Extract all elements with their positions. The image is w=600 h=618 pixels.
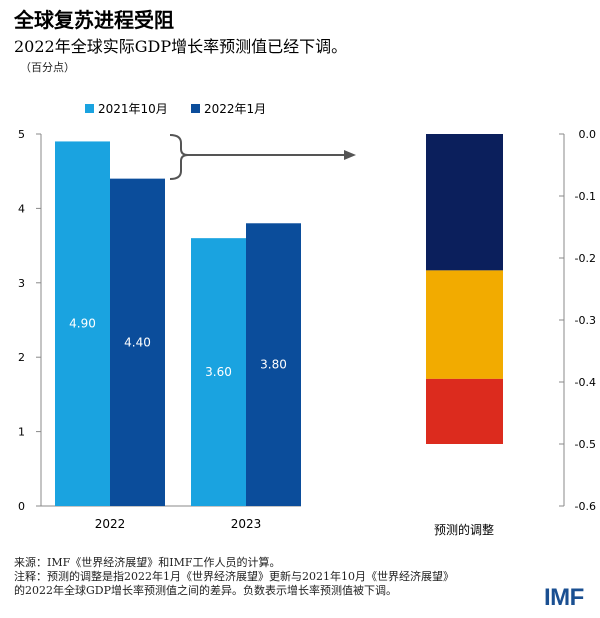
legend-label: 2022年1月 — [204, 102, 266, 116]
right-y-tick-label: -0.2 — [575, 252, 596, 265]
bar-2022-series-2 — [110, 178, 165, 506]
left-x-tick-label: 2022 — [95, 517, 126, 531]
legend: 2021年10月 2022年1月 — [85, 102, 266, 116]
arrow-head — [344, 150, 356, 160]
chart-subtitle: 2022年全球实际GDP增长率预测值已经下调。 — [14, 37, 348, 56]
bar-2023-series-1 — [191, 238, 246, 506]
right-y-tick-label: -0.3 — [575, 314, 596, 327]
right-y-tick-label: -0.1 — [575, 190, 596, 203]
bar-value-label: 4.90 — [69, 317, 96, 331]
connector-arrow — [169, 134, 356, 180]
legend-label: 2021年10月 — [98, 102, 168, 116]
bar-2022-series-1 — [55, 141, 110, 506]
right-y-tick-label: -0.6 — [575, 500, 596, 513]
left-bar-labels: 4.90 4.40 3.60 3.80 — [69, 317, 287, 379]
legend-swatch — [191, 104, 200, 113]
imf-logo: IMF — [544, 584, 584, 611]
legend-swatch — [85, 104, 94, 113]
bar-value-label: 3.80 — [260, 358, 287, 372]
source-note: 来源：IMF《世界经济展望》和IMF工作人员的计算。 — [14, 556, 281, 569]
left-x-ticks: 2022 2023 — [95, 517, 262, 531]
chart-title: 全球复苏进程受阻 — [14, 8, 174, 32]
bar-value-label: 4.40 — [124, 335, 151, 349]
adjustment-segment-3 — [426, 378, 503, 444]
footer: 来源：IMF《世界经济展望》和IMF工作人员的计算。 注释：预测的调整是指202… — [14, 556, 544, 598]
right-y-tick-label: 0.0 — [579, 128, 597, 141]
note-line-1: 注释：预测的调整是指2022年1月《世界经济展望》更新与2021年10月《世界经… — [14, 570, 454, 583]
brace-shape — [169, 134, 189, 180]
left-y-tick-label: 2 — [18, 351, 25, 364]
left-y-tick-label: 0 — [18, 500, 25, 513]
bar-value-label: 3.60 — [205, 365, 232, 379]
left-x-tick-label: 2023 — [231, 517, 262, 531]
left-y-tick-label: 5 — [18, 128, 25, 141]
adjustment-segment-1 — [426, 134, 503, 271]
left-bars — [55, 141, 301, 506]
right-y-tick-label: -0.5 — [575, 438, 596, 451]
right-y-tick-label: -0.4 — [575, 376, 596, 389]
right-bars — [426, 134, 503, 444]
note-line-2: 的2022年全球GDP增长率预测值之间的差异。负数表示增长率预测值被下调。 — [14, 584, 397, 597]
left-y-tick-label: 4 — [18, 202, 25, 215]
bar-2023-series-2 — [246, 223, 301, 506]
right-x-label: 预测的调整 — [434, 522, 494, 537]
left-y-tick-label: 1 — [18, 426, 25, 439]
adjustment-segment-2 — [426, 270, 503, 379]
right-y-axis: 0.0 -0.1 -0.2 -0.3 -0.4 -0.5 -0.6 — [559, 128, 596, 513]
left-y-tick-label: 3 — [18, 277, 25, 290]
left-y-axis: 0 1 2 3 4 5 — [18, 128, 301, 513]
unit-label: （百分点） — [20, 61, 75, 74]
